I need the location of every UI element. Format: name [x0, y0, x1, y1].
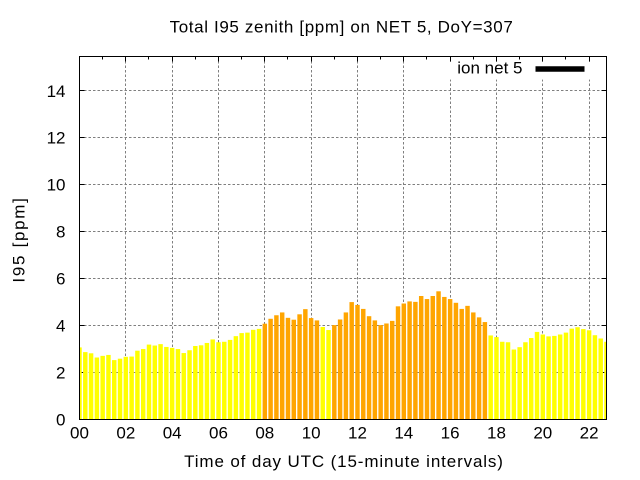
svg-text:Time of day UTC (15-minute int: Time of day UTC (15-minute intervals)	[184, 452, 504, 471]
svg-text:I95 [ppm]: I95 [ppm]	[9, 196, 28, 282]
svg-text:10: 10	[47, 176, 66, 195]
svg-text:22: 22	[580, 424, 599, 443]
svg-text:20: 20	[533, 424, 552, 443]
svg-text:2: 2	[56, 364, 65, 383]
svg-text:12: 12	[348, 424, 367, 443]
svg-text:12: 12	[47, 129, 66, 148]
svg-text:Total I95 zenith [ppm] on NET: Total I95 zenith [ppm] on NET 5, DoY=307	[170, 18, 514, 37]
svg-text:06: 06	[209, 424, 228, 443]
svg-text:0: 0	[56, 411, 65, 430]
svg-text:14: 14	[47, 82, 66, 101]
svg-text:4: 4	[56, 317, 65, 336]
svg-text:14: 14	[394, 424, 413, 443]
svg-text:10: 10	[302, 424, 321, 443]
svg-text:ion net 5: ion net 5	[457, 59, 522, 78]
svg-text:6: 6	[56, 270, 65, 289]
svg-text:04: 04	[163, 424, 182, 443]
svg-text:00: 00	[70, 424, 89, 443]
svg-text:08: 08	[255, 424, 274, 443]
svg-text:02: 02	[116, 424, 135, 443]
svg-text:8: 8	[56, 223, 65, 242]
svg-text:18: 18	[487, 424, 506, 443]
svg-text:16: 16	[441, 424, 460, 443]
